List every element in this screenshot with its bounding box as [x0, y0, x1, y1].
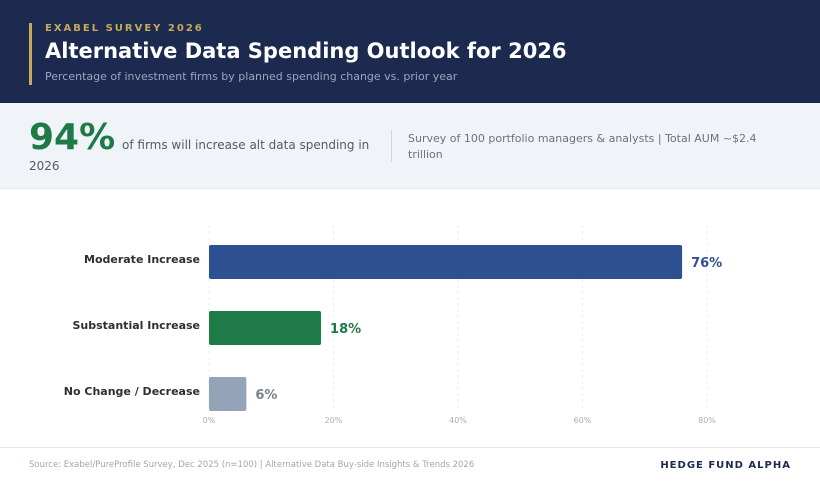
- x-tick-label: 60%: [574, 416, 592, 425]
- bar-chart: 0% 20% 40% 60% 80% Moderate Increase 76% Substa…: [64, 225, 722, 425]
- brand-logo: HEDGE FUND ALPHA: [660, 460, 791, 471]
- accent-bar: [29, 23, 32, 85]
- stats-panel: 94% of firms will increase alt data spen…: [0, 103, 820, 189]
- divider: [391, 130, 392, 162]
- eyebrow: EXABEL SURVEY 2026: [45, 23, 204, 34]
- header: EXABEL SURVEY 2026 Alternative Data Spen…: [0, 0, 820, 103]
- survey-info: Survey of 100 portfolio managers & analy…: [408, 132, 757, 161]
- bar: [209, 245, 683, 279]
- footer-divider: [0, 447, 820, 448]
- x-tick-label: 40%: [449, 416, 467, 425]
- data-label: 6%: [255, 388, 277, 403]
- stat-text-cont: 2026: [29, 159, 60, 173]
- x-tick-label: 80%: [698, 416, 716, 425]
- category-label: No Change / Decrease: [64, 385, 200, 398]
- data-label: 18%: [330, 322, 361, 337]
- category-label: Moderate Increase: [84, 253, 200, 266]
- stat-text: of firms will increase alt data spending…: [122, 138, 370, 152]
- source-note: Source: Exabel/PureProfile Survey, Dec 2…: [29, 460, 475, 470]
- bar: [209, 377, 247, 411]
- category-label: Substantial Increase: [73, 319, 201, 332]
- page-title: Alternative Data Spending Outlook for 20…: [45, 39, 567, 63]
- headline-stat: 94%: [29, 117, 116, 158]
- x-tick-label: 20%: [325, 416, 343, 425]
- bar: [209, 311, 322, 345]
- x-tick-label: 0%: [203, 416, 216, 425]
- subtitle: Percentage of investment firms by planne…: [45, 70, 458, 83]
- data-label: 76%: [691, 256, 722, 271]
